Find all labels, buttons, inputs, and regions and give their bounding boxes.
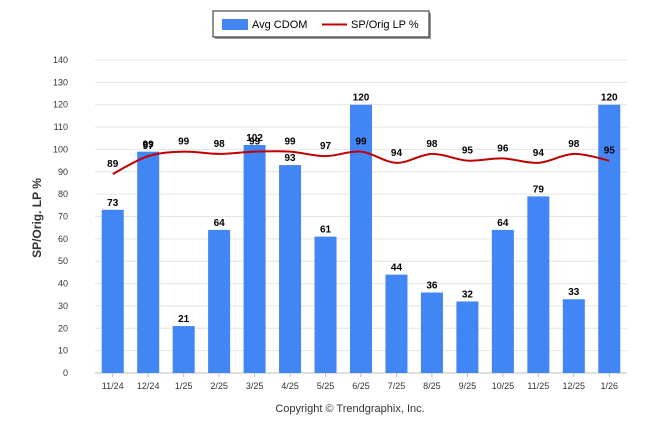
x-axis: 11/24 12/24 1/25 2/25 3/25 4/25 5/25 6/25 7/25 8/… (102, 373, 618, 391)
legend[interactable]: Avg CDOM SP/Orig LP % (212, 10, 431, 39)
x-tick-label: 11/25 (527, 381, 549, 391)
copyright-footer: Copyright © Trendgraphix, Inc. (275, 403, 424, 415)
x-tick-label: 1/26 (601, 381, 619, 391)
line-value-label: 97 (143, 141, 155, 152)
bar-4/25[interactable] (279, 165, 302, 373)
line-value-label: 99 (178, 137, 190, 148)
line-value-label: 98 (426, 139, 438, 150)
legend-bar-swatch (222, 19, 248, 30)
y-tick-label: 130 (53, 77, 68, 87)
bar-10/25[interactable] (491, 229, 514, 373)
y-tick-label: 70 (58, 212, 68, 222)
line-value-label: 96 (497, 143, 509, 154)
bar-11/24[interactable] (101, 209, 124, 373)
bar-9/25[interactable] (456, 301, 479, 373)
legend-bar-label: Avg CDOM (252, 19, 307, 31)
x-tick-label: 2/25 (210, 381, 228, 391)
y-tick-label: 20 (58, 323, 68, 333)
y-tick-label: 40 (58, 279, 68, 289)
bar-value-label: 32 (462, 289, 474, 300)
y-tick-label: 90 (58, 167, 68, 177)
y-axis: 0 10 20 30 40 50 60 70 80 90 100 110 120 130 140 (53, 55, 68, 378)
bar-value-label: 99 (143, 140, 155, 151)
line-value-label: 99 (285, 137, 297, 148)
y-tick-label: 100 (53, 144, 68, 154)
bar-value-label: 93 (285, 153, 297, 164)
line-value-label: 99 (355, 137, 367, 148)
y-tick-label: 120 (53, 100, 68, 110)
line-value-label: 95 (604, 146, 616, 157)
line-value-label: 95 (462, 146, 474, 157)
line-value-label: 99 (249, 137, 261, 148)
y-tick-label: 110 (54, 122, 68, 132)
x-tick-label: 1/25 (175, 381, 193, 391)
bar-series (101, 104, 621, 373)
bar-11/25[interactable] (527, 196, 550, 373)
bar-7/25[interactable] (385, 274, 408, 373)
bar-value-label: 102 (246, 133, 263, 144)
line-value-label: 97 (320, 141, 332, 152)
sp-orig-lp-line[interactable] (112, 150, 610, 175)
bar-value-label: 44 (391, 263, 403, 274)
bar-value-label: 21 (178, 314, 190, 325)
bar-value-label: 64 (214, 218, 226, 229)
y-tick-label: 10 (58, 346, 68, 356)
bar-data-labels: 73 99 21 64 102 93 61 120 44 36 32 64 79 33 120 (107, 93, 618, 325)
y-axis-title: SP/Orig. LP % (30, 178, 44, 258)
bar-value-label: 61 (320, 225, 332, 236)
line-value-label: 98 (568, 139, 580, 150)
bar-3/25[interactable] (243, 144, 266, 373)
bar-12/25[interactable] (562, 299, 585, 373)
y-tick-label: 140 (53, 55, 68, 65)
legend-box (212, 10, 430, 38)
line-value-label: 89 (107, 159, 119, 170)
bar-value-label: 64 (497, 218, 509, 229)
line-series (112, 150, 610, 175)
x-tick-label: 6/25 (352, 381, 370, 391)
bar-1/26[interactable] (598, 104, 621, 373)
bar-12/24[interactable] (137, 151, 160, 373)
bar-8/25[interactable] (420, 292, 443, 373)
x-tick-label: 9/25 (459, 381, 477, 391)
y-tick-label: 60 (58, 234, 68, 244)
x-tick-label: 12/24 (137, 381, 160, 391)
bar-2/25[interactable] (208, 229, 231, 373)
x-tick-label: 11/24 (102, 381, 124, 391)
bar-5/25[interactable] (314, 236, 337, 373)
x-tick-label: 8/25 (423, 381, 441, 391)
bar-value-label: 33 (568, 287, 580, 298)
y-tick-label: 50 (58, 256, 68, 266)
x-tick-label: 12/25 (563, 381, 586, 391)
x-tick-label: 4/25 (281, 381, 299, 391)
bar-value-label: 79 (533, 184, 545, 195)
line-value-label: 94 (391, 148, 403, 159)
bar-value-label: 120 (601, 93, 618, 104)
bar-value-label: 120 (353, 93, 370, 104)
bar-value-label: 73 (107, 198, 119, 209)
x-tick-label: 10/25 (492, 381, 515, 391)
y-tick-label: 30 (58, 301, 68, 311)
legend-line-label: SP/Orig LP % (351, 19, 419, 31)
bar-1/25[interactable] (172, 326, 195, 373)
line-value-label: 94 (533, 148, 545, 159)
x-tick-label: 3/25 (246, 381, 264, 391)
line-value-label: 98 (214, 139, 226, 150)
bar-6/25[interactable] (350, 104, 372, 373)
x-tick-label: 7/25 (388, 381, 406, 391)
y-tick-label: 0 (63, 368, 68, 378)
x-tick-label: 5/25 (317, 381, 335, 391)
y-tick-label: 80 (58, 189, 68, 199)
bar-value-label: 36 (426, 281, 438, 292)
